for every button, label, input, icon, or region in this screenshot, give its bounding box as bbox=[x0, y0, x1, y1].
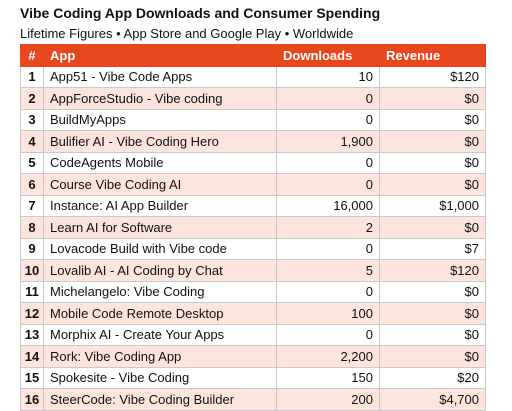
page-subtitle: Lifetime Figures • App Store and Google … bbox=[20, 26, 354, 41]
table-row: 3 BuildMyApps 0 $0 bbox=[20, 108, 486, 131]
cell-downloads: 1,900 bbox=[276, 130, 380, 153]
table-row: 2 AppForceStudio - Vibe coding 0 $0 bbox=[20, 87, 486, 110]
cell-revenue: $0 bbox=[379, 173, 486, 196]
cell-rank: 15 bbox=[20, 366, 44, 389]
table-row: 16 SteerCode: Vibe Coding Builder 200 $4,70… bbox=[20, 388, 486, 411]
cell-revenue: $120 bbox=[379, 65, 486, 88]
cell-rank: 5 bbox=[20, 151, 44, 174]
cell-revenue: $0 bbox=[379, 130, 486, 153]
cell-revenue: $0 bbox=[379, 323, 486, 346]
table-row: 1 App51 - Vibe Code Apps 10 $120 bbox=[20, 65, 486, 88]
cell-app-name: Instance: AI App Builder bbox=[43, 194, 277, 217]
cell-app-name: SteerCode: Vibe Coding Builder bbox=[43, 388, 277, 411]
cell-revenue: $0 bbox=[379, 216, 486, 239]
cell-downloads: 16,000 bbox=[276, 194, 380, 217]
cell-revenue: $0 bbox=[379, 345, 486, 368]
cell-app-name: Michelangelo: Vibe Coding bbox=[43, 280, 277, 303]
cell-rank: 9 bbox=[20, 237, 44, 260]
cell-rank: 12 bbox=[20, 302, 44, 325]
cell-revenue: $20 bbox=[379, 366, 486, 389]
cell-downloads: 100 bbox=[276, 302, 380, 325]
cell-revenue: $0 bbox=[379, 280, 486, 303]
cell-rank: 4 bbox=[20, 130, 44, 153]
cell-app-name: Lovalib AI - AI Coding by Chat bbox=[43, 259, 277, 282]
table-row: 6 Course Vibe Coding AI 0 $0 bbox=[20, 173, 486, 196]
cell-rank: 13 bbox=[20, 323, 44, 346]
table-row: 4 Bulifier AI - Vibe Coding Hero 1,900 $0 bbox=[20, 130, 486, 153]
cell-app-name: Spokesite - Vibe Coding bbox=[43, 366, 277, 389]
cell-app-name: Mobile Code Remote Desktop bbox=[43, 302, 277, 325]
cell-rank: 16 bbox=[20, 388, 44, 411]
cell-app-name: Course Vibe Coding AI bbox=[43, 173, 277, 196]
table-row: 5 CodeAgents Mobile 0 $0 bbox=[20, 151, 486, 174]
table-row: 8 Learn AI for Software 2 $0 bbox=[20, 216, 486, 239]
table-row: 14 Rork: Vibe Coding App 2,200 $0 bbox=[20, 345, 486, 368]
cell-downloads: 10 bbox=[276, 65, 380, 88]
column-header-downloads: Downloads bbox=[276, 44, 380, 67]
table-header-row: # App Downloads Revenue bbox=[20, 44, 486, 67]
cell-downloads: 0 bbox=[276, 280, 380, 303]
table-row: 15 Spokesite - Vibe Coding 150 $20 bbox=[20, 366, 486, 389]
cell-downloads: 150 bbox=[276, 366, 380, 389]
cell-revenue: $0 bbox=[379, 108, 486, 131]
cell-downloads: 0 bbox=[276, 151, 380, 174]
cell-downloads: 0 bbox=[276, 173, 380, 196]
cell-rank: 7 bbox=[20, 194, 44, 217]
cell-rank: 1 bbox=[20, 65, 44, 88]
cell-revenue: $120 bbox=[379, 259, 486, 282]
cell-downloads: 0 bbox=[276, 237, 380, 260]
cell-revenue: $0 bbox=[379, 302, 486, 325]
cell-app-name: Lovacode Build with Vibe code bbox=[43, 237, 277, 260]
column-header-revenue: Revenue bbox=[379, 44, 486, 67]
cell-downloads: 2 bbox=[276, 216, 380, 239]
cell-revenue: $7 bbox=[379, 237, 486, 260]
downloads-table: # App Downloads Revenue 1 App51 - Vibe Co… bbox=[20, 44, 486, 411]
table-row: 9 Lovacode Build with Vibe code 0 $7 bbox=[20, 237, 486, 260]
cell-revenue: $0 bbox=[379, 151, 486, 174]
cell-app-name: AppForceStudio - Vibe coding bbox=[43, 87, 277, 110]
cell-app-name: Rork: Vibe Coding App bbox=[43, 345, 277, 368]
cell-rank: 11 bbox=[20, 280, 44, 303]
table-row: 10 Lovalib AI - AI Coding by Chat 5 $120 bbox=[20, 259, 486, 282]
cell-revenue: $4,700 bbox=[379, 388, 486, 411]
cell-app-name: App51 - Vibe Code Apps bbox=[43, 65, 277, 88]
cell-app-name: BuildMyApps bbox=[43, 108, 277, 131]
cell-rank: 10 bbox=[20, 259, 44, 282]
cell-downloads: 0 bbox=[276, 323, 380, 346]
cell-downloads: 0 bbox=[276, 87, 380, 110]
cell-app-name: Bulifier AI - Vibe Coding Hero bbox=[43, 130, 277, 153]
cell-rank: 14 bbox=[20, 345, 44, 368]
cell-rank: 6 bbox=[20, 173, 44, 196]
table-row: 12 Mobile Code Remote Desktop 100 $0 bbox=[20, 302, 486, 325]
table-row: 7 Instance: AI App Builder 16,000 $1,000 bbox=[20, 194, 486, 217]
page-title: Vibe Coding App Downloads and Consumer S… bbox=[20, 5, 381, 21]
cell-downloads: 5 bbox=[276, 259, 380, 282]
cell-rank: 8 bbox=[20, 216, 44, 239]
cell-downloads: 200 bbox=[276, 388, 380, 411]
cell-app-name: Learn AI for Software bbox=[43, 216, 277, 239]
cell-app-name: CodeAgents Mobile bbox=[43, 151, 277, 174]
table-row: 13 Morphix AI - Create Your Apps 0 $0 bbox=[20, 323, 486, 346]
column-header-number: # bbox=[20, 44, 44, 67]
cell-revenue: $0 bbox=[379, 87, 486, 110]
cell-revenue: $1,000 bbox=[379, 194, 486, 217]
cell-downloads: 0 bbox=[276, 108, 380, 131]
cell-app-name: Morphix AI - Create Your Apps bbox=[43, 323, 277, 346]
cell-rank: 2 bbox=[20, 87, 44, 110]
cell-rank: 3 bbox=[20, 108, 44, 131]
column-header-app: App bbox=[43, 44, 277, 67]
table-row: 11 Michelangelo: Vibe Coding 0 $0 bbox=[20, 280, 486, 303]
cell-downloads: 2,200 bbox=[276, 345, 380, 368]
